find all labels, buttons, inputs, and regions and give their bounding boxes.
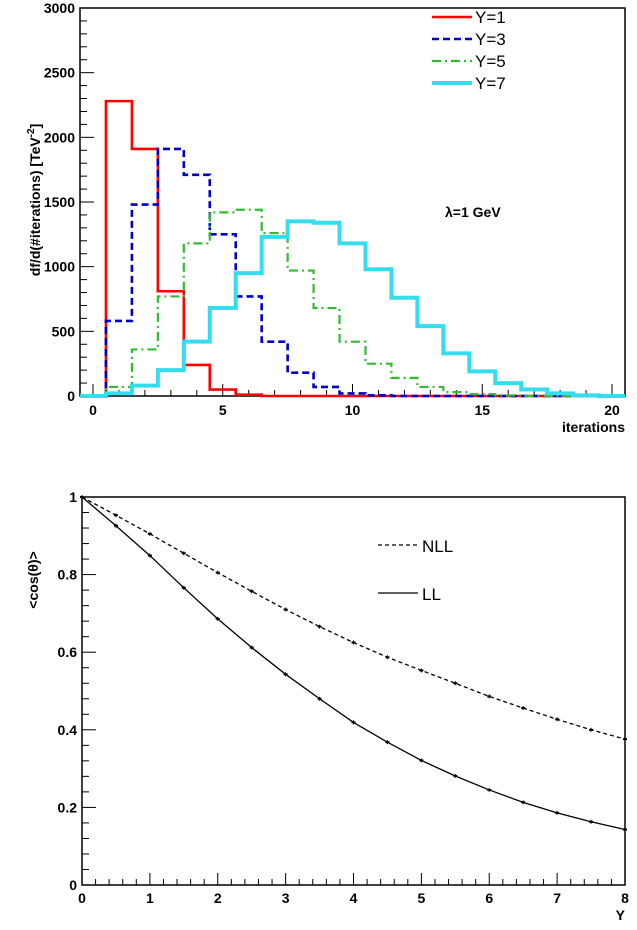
legend-label: Y=3 xyxy=(475,30,506,49)
cos-theta-panel: 0 1 2 3 4 5 6 7 8 0 0.2 0.4 0.6 0.8 1 NLL LL <cos(θ)> Y xyxy=(25,489,629,923)
y-tick-label: 0.2 xyxy=(58,799,78,815)
x-tick-label: 5 xyxy=(219,402,227,418)
legend-label: LL xyxy=(422,585,441,604)
y-axis-label: df/d(#iterations) [TeV-2] xyxy=(26,124,43,277)
series-LL xyxy=(81,496,626,831)
x-tick-label: 10 xyxy=(345,402,361,418)
x-tick-label: 1 xyxy=(146,890,154,906)
lambda-annotation: λ=1 GeV xyxy=(445,204,501,220)
x-tick-label: 7 xyxy=(553,890,561,906)
y-tick-label: 1000 xyxy=(44,259,75,275)
x-tick-label: 2 xyxy=(214,890,222,906)
legend-label: NLL xyxy=(422,537,453,556)
series-NLL xyxy=(81,496,626,740)
x-axis-label: iterations xyxy=(562,419,625,435)
plot-frame-2 xyxy=(81,496,626,886)
y-axis-label-sup: -2 xyxy=(26,128,37,137)
series-Y-1 xyxy=(80,99,625,398)
y-tick-label: 0 xyxy=(67,388,75,404)
x-tick-label: 15 xyxy=(474,402,490,418)
legend-label: Y=7 xyxy=(475,74,506,93)
histogram-panel: 0 5 10 15 20 0 500 1000 1500 2000 2500 3000 Y=1 Y=3 Y… xyxy=(26,0,626,435)
series-Y-5 xyxy=(80,208,625,398)
y-tick-label: 0.6 xyxy=(58,644,78,660)
y-tick-label: 500 xyxy=(52,323,76,339)
x-tick-label: 3 xyxy=(282,890,290,906)
x-tick-label: 6 xyxy=(485,890,493,906)
y-tick-label: 2500 xyxy=(44,65,75,81)
y-tick-label: 1 xyxy=(69,489,77,505)
legend-label: Y=1 xyxy=(475,8,506,27)
y-axis-label-main: df/d(#iterations) [TeV xyxy=(27,137,43,277)
y-tick-label: 0.4 xyxy=(58,722,78,738)
x-tick-label: 20 xyxy=(604,402,620,418)
y-axis-label-suffix: ] xyxy=(27,124,43,129)
y-tick-label: 3000 xyxy=(44,0,75,16)
series-Y-7 xyxy=(80,219,625,398)
y-axis-label-2: <cos(θ)> xyxy=(25,551,41,608)
plot-frame xyxy=(79,7,626,397)
x-tick-label: 0 xyxy=(89,402,97,418)
y-tick-label: 0.8 xyxy=(58,567,78,583)
y-tick-label: 2000 xyxy=(44,129,75,145)
x-tick-label: 8 xyxy=(621,890,629,906)
x-tick-label: 0 xyxy=(78,890,86,906)
x-axis-label-2: Y xyxy=(616,907,626,923)
legend-label: Y=5 xyxy=(475,52,506,71)
series-Y-3 xyxy=(80,147,625,398)
y-tick-label: 1500 xyxy=(44,194,75,210)
y-tick-label: 0 xyxy=(69,877,77,893)
x-tick-label: 5 xyxy=(417,890,425,906)
x-tick-label: 4 xyxy=(350,890,358,906)
